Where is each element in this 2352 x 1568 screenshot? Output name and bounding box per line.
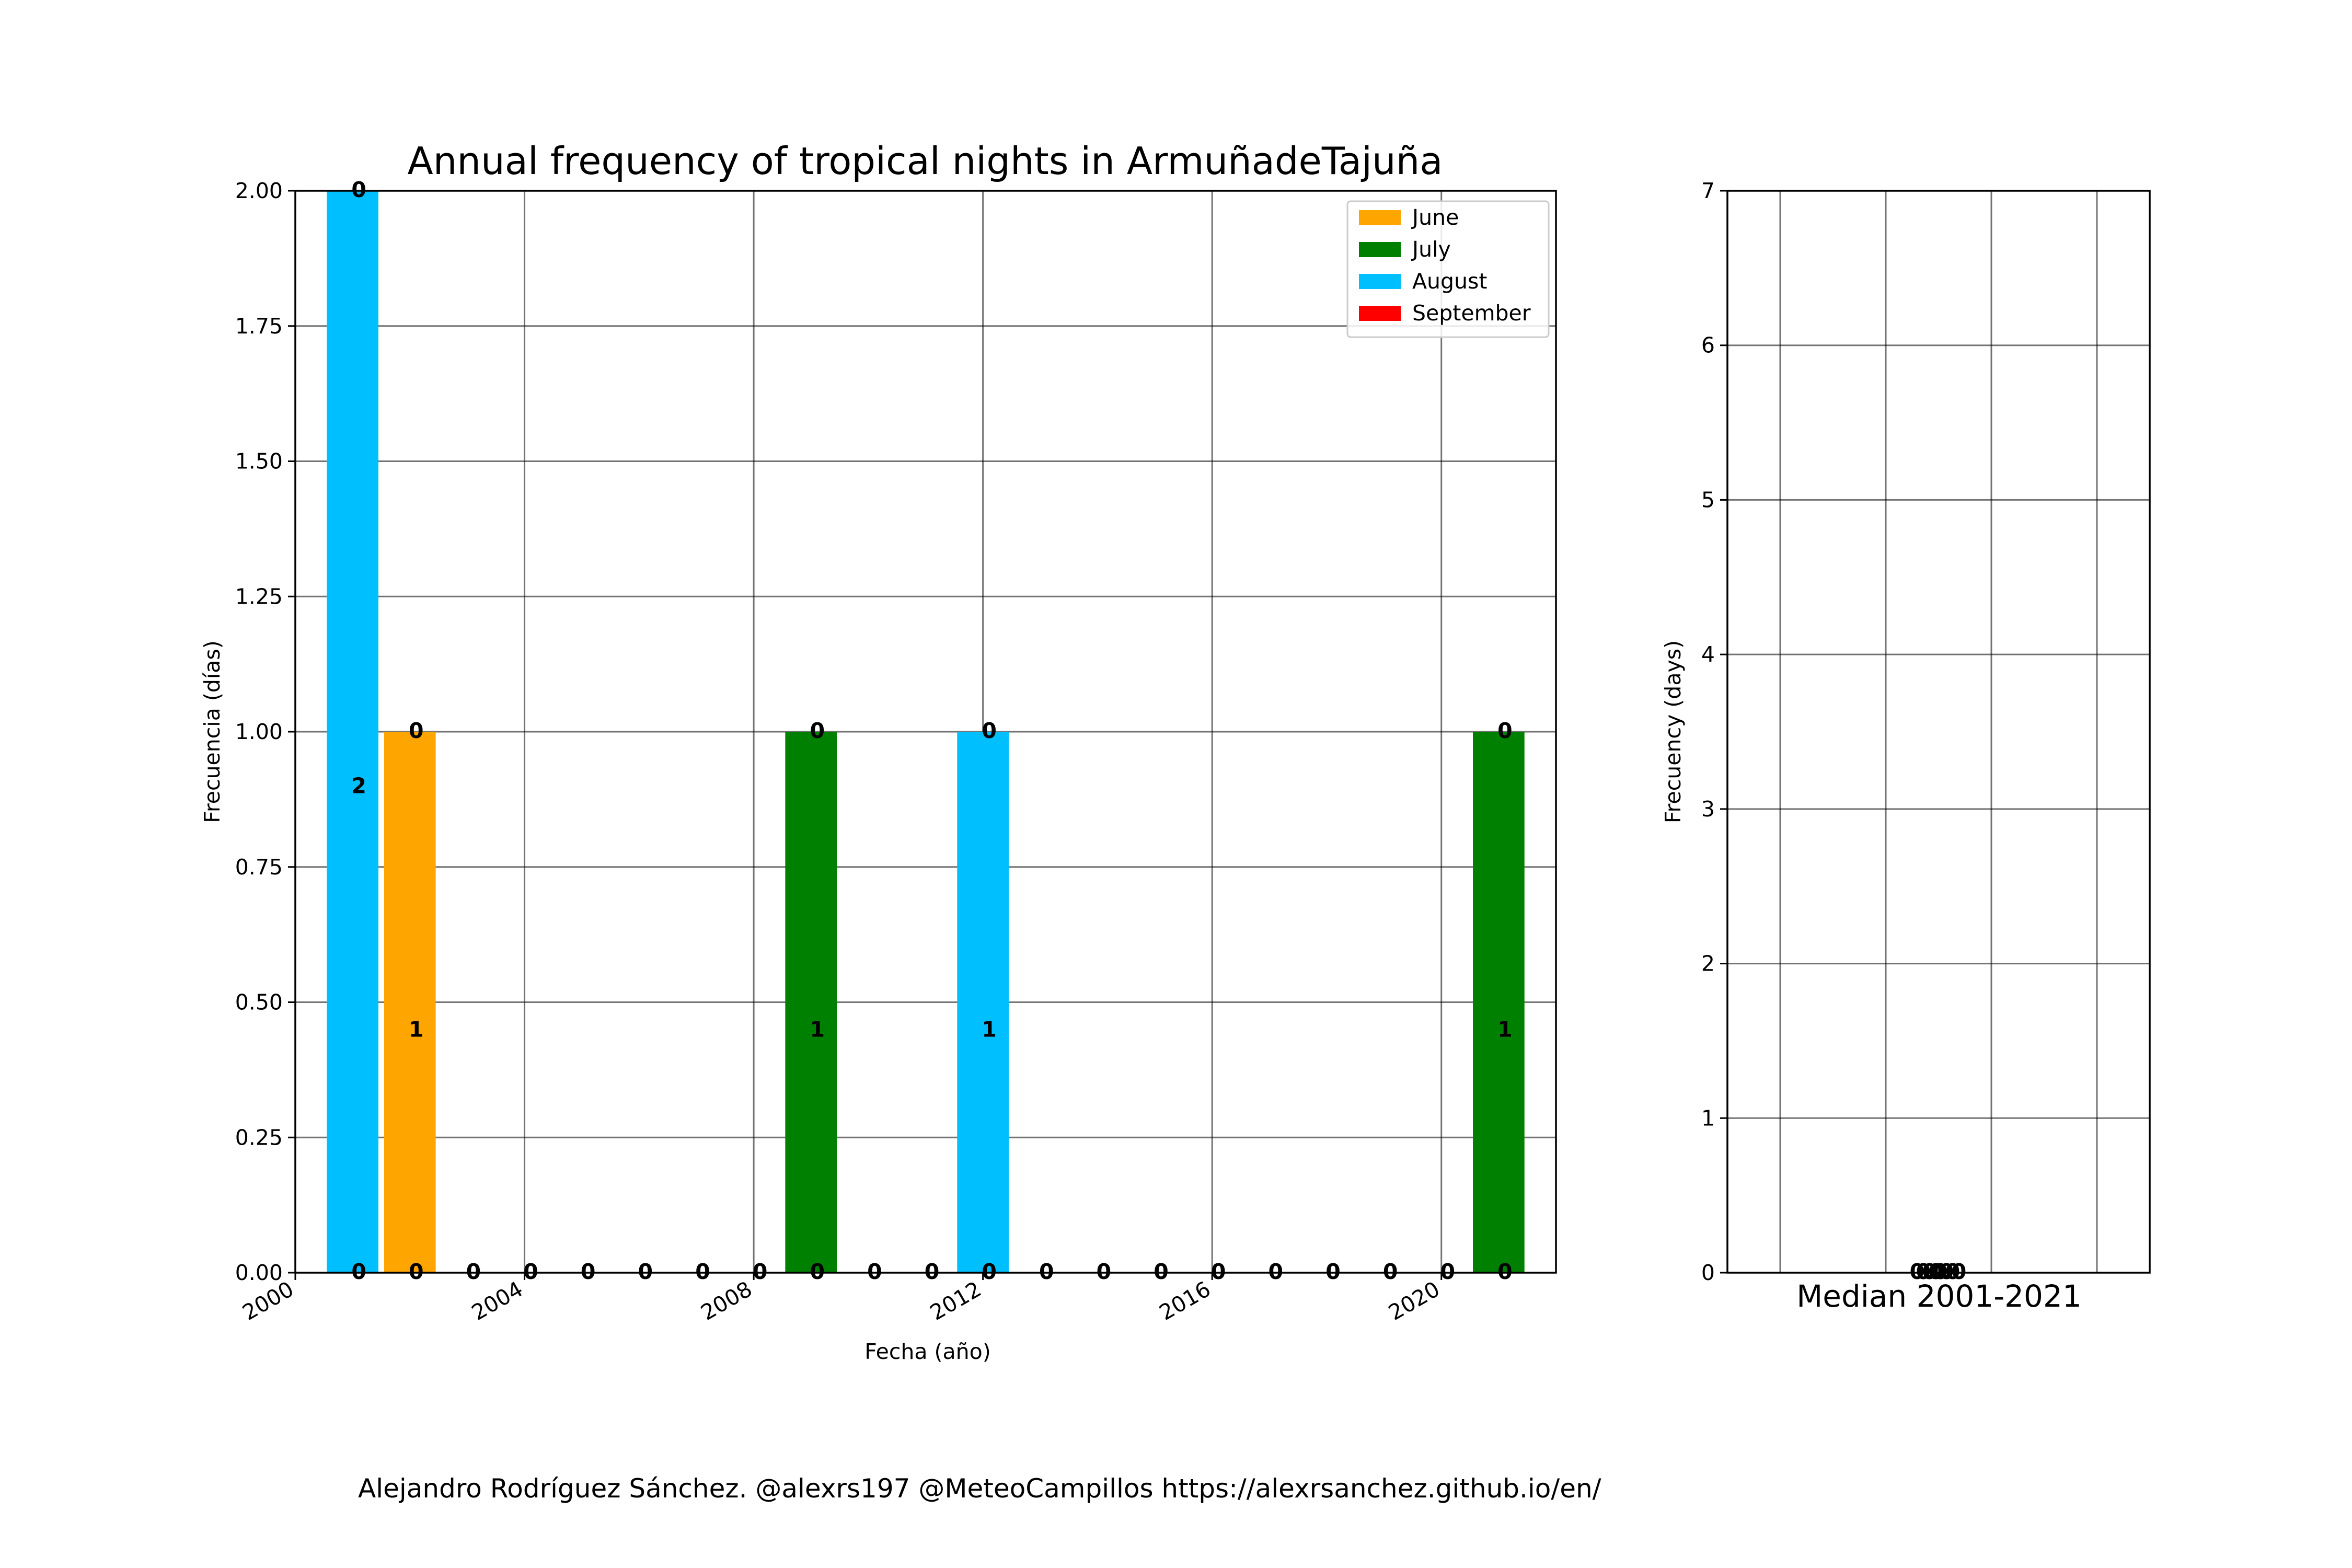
median-data-label: 0.0 xyxy=(1929,1259,1967,1284)
bar-data-label: 0 xyxy=(409,1259,424,1284)
right-y-tick-label: 7 xyxy=(1701,178,1715,203)
legend-label-july: July xyxy=(1411,237,1451,262)
bar-data-label: 0 xyxy=(1154,1259,1169,1284)
bar-data-label: 0 xyxy=(1497,1259,1513,1284)
left-y-tick-label: 2.00 xyxy=(235,178,283,203)
bar-june-2002 xyxy=(384,732,436,1273)
legend-label-august: August xyxy=(1412,269,1487,294)
right-y-tick-label: 4 xyxy=(1701,642,1715,667)
bar-data-label: 0 xyxy=(1097,1259,1112,1284)
bar-data-label: 0 xyxy=(523,1259,538,1284)
bar-august-2001 xyxy=(327,191,378,1273)
bar-data-label: 0 xyxy=(1325,1259,1341,1284)
right-y-tick-label: 3 xyxy=(1701,797,1715,822)
chart-title: Annual frequency of tropical nights in A… xyxy=(408,139,1443,183)
bar-data-label: 0 xyxy=(753,1259,768,1284)
bar-data-label: 0 xyxy=(1440,1259,1455,1284)
median-data-label: 0.0 xyxy=(1916,1259,1954,1284)
footer-credits: Alejandro Rodríguez Sánchez. @alexrs197 … xyxy=(358,1473,1601,1504)
left-bar-labels: 2 0 0 1 0 0 0 0 0 0 0 0 1 0 0 0 0 1 0 0 0 0 0 0 0 0 0 0 1 0 0 xyxy=(351,177,1512,1284)
legend-label-september: September xyxy=(1412,301,1531,326)
bar-july-2009 xyxy=(785,732,837,1273)
bar-data-label: 0 xyxy=(982,718,997,743)
left-y-tick-label: 0.50 xyxy=(235,990,283,1015)
bar-data-label: 0 xyxy=(867,1259,882,1284)
bar-data-label: 0 xyxy=(1383,1259,1398,1284)
bar-data-label: 0 xyxy=(351,177,366,202)
bar-data-label: 0 xyxy=(925,1259,940,1284)
legend-swatch-august xyxy=(1359,274,1401,289)
legend-swatch-june xyxy=(1359,210,1401,225)
bar-data-label: 1 xyxy=(409,1017,424,1042)
right-x-axis-label: Median 2001-2021 xyxy=(1796,1278,2082,1314)
bar-data-label: 0 xyxy=(638,1259,653,1284)
bar-data-label: 0 xyxy=(409,718,424,743)
right-axes-frame xyxy=(1726,190,2151,1274)
bar-data-label: 1 xyxy=(1497,1017,1513,1042)
bar-data-label: 2 xyxy=(351,774,366,799)
legend: June July August September xyxy=(1346,200,1550,338)
bar-data-label: 1 xyxy=(810,1017,825,1042)
right-y-tick-label: 5 xyxy=(1701,487,1715,512)
legend-swatch-july xyxy=(1359,242,1401,257)
legend-swatch-september xyxy=(1359,306,1401,321)
right-y-ticks: 0 1 2 3 4 5 6 7 xyxy=(1701,178,1727,1285)
left-y-tick-label: 0.75 xyxy=(235,855,283,880)
median-data-label: 0.0 xyxy=(1910,1259,1948,1284)
left-bars xyxy=(327,191,1525,1273)
left-y-ticks: 0.00 0.25 0.50 0.75 1.00 1.25 1.50 1.75 2.00 xyxy=(235,178,295,1285)
bar-august-2012 xyxy=(957,732,1009,1273)
median-data-label: 0.0 xyxy=(1922,1259,1961,1284)
right-y-tick-label: 6 xyxy=(1701,333,1715,358)
left-y-tick-label: 0.00 xyxy=(235,1260,283,1285)
left-y-tick-label: 1.25 xyxy=(235,584,283,609)
bar-data-label: 0 xyxy=(581,1259,596,1284)
right-bar-labels: 0.00.00.00.0 xyxy=(1910,1259,1967,1284)
bar-data-label: 0 xyxy=(466,1259,481,1284)
right-y-tick-label: 0 xyxy=(1701,1260,1715,1285)
bar-july-2021 xyxy=(1473,732,1525,1273)
bar-data-label: 0 xyxy=(1039,1259,1054,1284)
left-y-tick-label: 0.25 xyxy=(235,1125,283,1150)
legend-box xyxy=(1346,200,1550,338)
bar-data-label: 0 xyxy=(1211,1259,1226,1284)
bar-data-label: 0 xyxy=(695,1259,710,1284)
right-y-tick-label: 1 xyxy=(1701,1105,1715,1131)
bar-data-label: 0 xyxy=(810,1259,825,1284)
left-y-tick-label: 1.50 xyxy=(235,449,283,474)
right-y-axis-label: Frecuency (days) xyxy=(1661,640,1686,823)
right-y-tick-label: 2 xyxy=(1701,951,1715,976)
bar-data-label: 0 xyxy=(810,718,825,743)
left-y-tick-label: 1.00 xyxy=(235,719,283,744)
bar-data-label: 1 xyxy=(982,1017,997,1042)
bar-data-label: 0 xyxy=(1269,1259,1284,1284)
left-y-axis-label: Frecuencia (días) xyxy=(200,640,225,823)
bar-data-label: 0 xyxy=(351,1259,366,1284)
legend-label-june: June xyxy=(1411,205,1459,230)
left-x-axis-label: Fecha (año) xyxy=(864,1339,990,1364)
bar-data-label: 0 xyxy=(982,1259,997,1284)
bar-data-label: 0 xyxy=(1497,718,1513,743)
left-y-tick-label: 1.75 xyxy=(235,314,283,339)
